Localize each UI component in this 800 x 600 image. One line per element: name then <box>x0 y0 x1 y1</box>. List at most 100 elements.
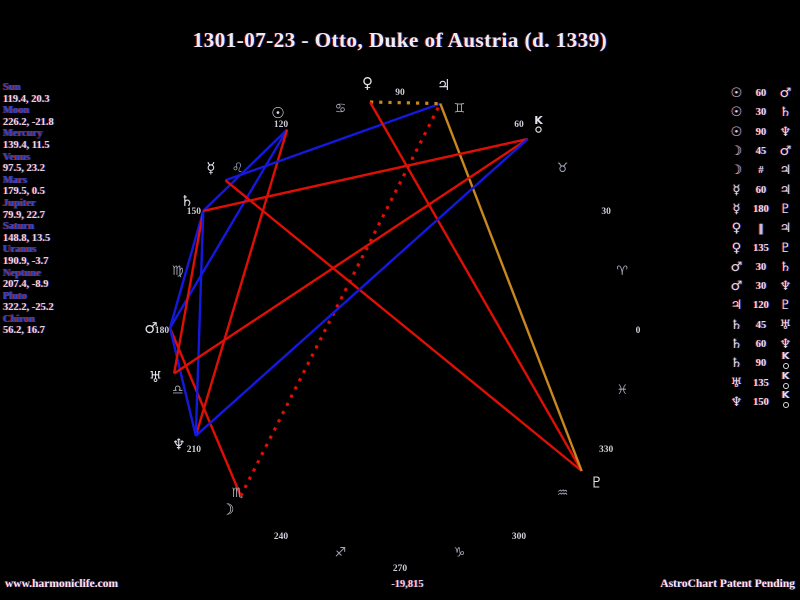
aspect-line-sun-neptune <box>194 129 289 437</box>
aspect-line-venus-jupiter <box>369 100 441 106</box>
aspect-angle: 60 <box>755 184 767 196</box>
aspect-angle: 30 <box>755 281 767 293</box>
aspect-row-moon-mars: ☽ 45 ♂ <box>728 142 798 161</box>
sun-icon: ☉ <box>730 86 743 102</box>
venus-icon: ♀ <box>731 221 742 237</box>
sign-glyph-aquarius: ♒ <box>557 486 569 501</box>
aspect-line-mars-neptune <box>168 327 197 437</box>
planet-glyph-saturn: ♄ <box>180 192 193 210</box>
planet-coords-mars: 179.5, 0.5 <box>3 186 45 198</box>
planet-glyph-uranus: ♅ <box>149 368 162 386</box>
sign-glyph-gemini: ♊ <box>454 101 466 116</box>
planet-coords-venus: 97.5, 23.2 <box>3 163 45 175</box>
chiron-icon: K <box>777 390 794 412</box>
sign-glyph-capricorn: ♑ <box>454 546 466 561</box>
aspect-angle: ∥ <box>758 223 764 235</box>
planet-name-uranus: Uranus <box>3 244 37 256</box>
pluto-icon: ♇ <box>779 298 792 314</box>
planet-name-mercury: Mercury <box>3 128 43 140</box>
mars-icon: ♂ <box>779 86 792 102</box>
planet-coords-saturn: 148.8, 13.5 <box>3 232 51 244</box>
planet-coords-moon: 226.2, -21.8 <box>3 116 54 128</box>
planet-name-sun: Sun <box>3 82 21 93</box>
sign-glyph-scorpio: ♏ <box>232 486 244 501</box>
degree-label-90: 90 <box>395 88 405 98</box>
aspect-list-panel: ☉ 60 ♂ ☉ 30 ♄ ☉ 90 ♆ ☽ 45 ♂ ☽ # ♃ ☿ 60 ♃ ☿ 180 ♇ ♀ ∥ ♃ ♀ 135 ♇ ♂ 30 ♄… <box>728 84 798 412</box>
degree-label-300: 300 <box>512 532 527 542</box>
sign-glyph-taurus: ♉ <box>557 161 569 176</box>
aspect-angle: 90 <box>755 358 767 370</box>
aspect-angle: 45 <box>755 146 767 158</box>
sign-glyph-pisces: ♓ <box>616 383 628 398</box>
aspect-line-saturn-neptune <box>194 210 205 436</box>
aspect-line-saturn-uranus <box>172 210 205 374</box>
pluto-icon: ♇ <box>779 240 792 256</box>
planet-glyph-mars: ♂ <box>144 319 157 337</box>
svg-text:K: K <box>534 114 543 127</box>
aspect-angle: 60 <box>755 88 767 100</box>
degree-label-0: 0 <box>636 326 641 336</box>
degree-label-30: 30 <box>601 207 611 217</box>
sign-glyph-aries: ♈ <box>616 264 628 279</box>
chiron-icon: K <box>779 352 792 370</box>
neptune-icon: ♆ <box>779 337 792 352</box>
planet-glyph-chiron: K <box>534 114 543 133</box>
mars-icon: ♂ <box>730 279 743 295</box>
planet-coords-chiron: 56.2, 16.7 <box>3 325 45 337</box>
planet-glyph-pluto: ♇ <box>590 474 603 492</box>
planet-name-pluto: Pluto <box>3 290 27 302</box>
aspect-row-sun-mars: ☉ 60 ♂ <box>728 84 798 103</box>
sign-glyph-sagittarius: ♐ <box>335 546 347 561</box>
planet-coords-mercury: 139.4, 11.5 <box>3 139 50 151</box>
uranus-icon: ♅ <box>779 317 792 333</box>
aspect-row-uranus-chiron: ♅ 135 K <box>728 371 798 392</box>
neptune-icon: ♆ <box>779 279 792 295</box>
degree-label-240: 240 <box>274 532 289 542</box>
website-url: www.harmoniclife.com <box>5 578 119 590</box>
patent-pending-label: AstroChart Patent Pending <box>660 578 795 590</box>
aspect-angle: 120 <box>753 300 769 312</box>
aspect-line-mars-saturn <box>168 210 205 329</box>
saturn-icon: ♄ <box>730 317 743 333</box>
aspect-angle: 45 <box>755 319 767 331</box>
venus-icon: ♀ <box>731 240 742 256</box>
aspect-line-neptune-chiron <box>195 138 529 437</box>
planet-name-saturn: Saturn <box>3 221 34 233</box>
aspect-angle: 135 <box>753 377 769 389</box>
chart-day-number: -19,815 <box>391 579 424 590</box>
jupiter-icon: ♃ <box>779 163 792 179</box>
planet-positions-panel: Sun 119.4, 20.3 Moon 226.2, -21.8 Mercury 139… <box>3 82 123 337</box>
aspect-line-jupiter-pluto <box>439 103 583 472</box>
planet-glyph-mercury: ☿ <box>206 159 215 177</box>
planet-name-venus: Venus <box>3 151 31 163</box>
degree-label-150: 150 <box>187 207 202 217</box>
aspect-line-moon-jupiter <box>239 102 442 497</box>
aspect-row-saturn-chiron: ♄ 90 K <box>728 352 798 373</box>
moon-icon: ☽ <box>730 163 743 179</box>
sun-icon: ☉ <box>730 124 743 140</box>
degree-label-120: 120 <box>274 120 289 130</box>
aspect-row-sun-saturn: ☉ 30 ♄ <box>728 103 798 122</box>
planet-name-chiron: Chiron <box>3 313 35 325</box>
mars-icon: ♂ <box>779 144 792 160</box>
saturn-icon: ♄ <box>779 105 792 121</box>
aspect-row-venus-pluto: ♀ 135 ♇ <box>728 238 798 257</box>
planet-glyph-moon: ☽ <box>221 501 234 519</box>
mercury-icon: ☿ <box>732 201 741 217</box>
planet-coords-pluto: 322.2, -25.2 <box>3 302 54 314</box>
degree-label-60: 60 <box>514 120 524 130</box>
degree-label-270: 270 <box>393 564 408 574</box>
aspect-row-mars-saturn: ♂ 30 ♄ <box>728 258 798 277</box>
aspect-line-sun-mars <box>168 128 289 329</box>
uranus-icon: ♅ <box>730 375 743 391</box>
aspect-angle: 180 <box>753 203 769 215</box>
moon-icon: ☽ <box>730 144 743 160</box>
aspect-angle: 135 <box>753 242 769 254</box>
neptune-icon: ♆ <box>730 394 743 410</box>
sign-glyph-virgo: ♍ <box>172 264 184 279</box>
chiron-icon: K <box>779 390 792 409</box>
planet-coords-neptune: 207.4, -8.9 <box>3 279 49 291</box>
saturn-icon: ♄ <box>779 259 792 275</box>
aspect-line-saturn-chiron <box>203 137 529 213</box>
aspect-row-sun-neptune: ☉ 90 ♆ <box>728 123 798 142</box>
